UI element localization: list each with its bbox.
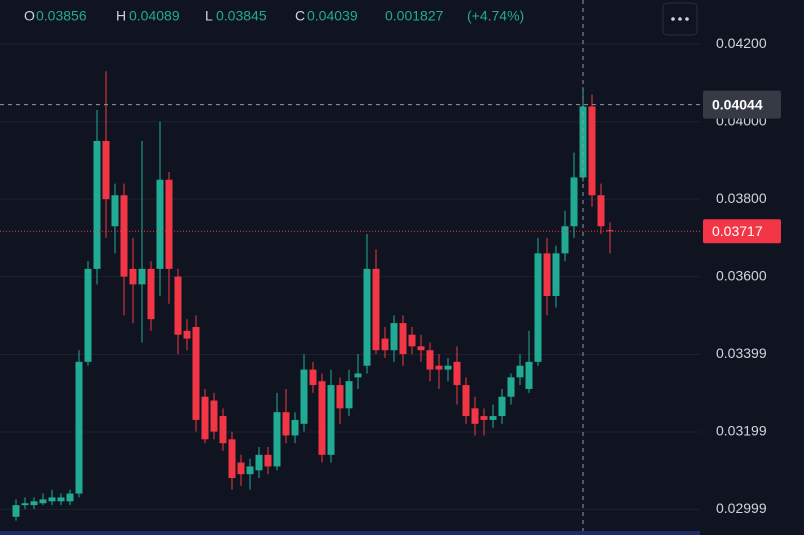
last-price-label: 0.03717 [712, 223, 763, 239]
y-tick-label: 0.03199 [716, 423, 767, 439]
candle-body [390, 323, 398, 351]
candle-body [183, 330, 191, 339]
candle-body [552, 253, 560, 296]
crosshair-price-box [703, 90, 781, 119]
candle-body [120, 195, 128, 277]
candle-body [426, 350, 434, 370]
y-tick-label: 0.03600 [716, 267, 767, 283]
candle-body [291, 419, 299, 436]
candle-body [570, 177, 578, 227]
more-button[interactable] [662, 2, 698, 36]
candle-body [597, 195, 605, 227]
bottom-bar [0, 531, 700, 535]
candle-body [318, 381, 326, 455]
close-value: 0.04039 [307, 8, 358, 24]
candle-body [453, 361, 461, 386]
candle-body [39, 499, 47, 504]
crosshair-price-label: 0.04044 [712, 96, 763, 112]
low-label: L [205, 8, 213, 24]
candle-body [534, 253, 542, 362]
candle-body [498, 396, 506, 417]
candle-body [516, 365, 524, 378]
candle-body [48, 497, 56, 502]
candle-body [543, 253, 551, 296]
low-value: 0.03845 [216, 8, 267, 24]
candle-body [489, 416, 497, 420]
high-label: H [116, 8, 126, 24]
dot [678, 17, 682, 21]
candle-body [462, 385, 470, 417]
candle-body [219, 416, 227, 444]
candle-body [30, 501, 38, 506]
dot [685, 17, 689, 21]
y-tick-label: 0.02999 [716, 500, 767, 516]
candle-body [273, 412, 281, 467]
candle-body [606, 230, 614, 232]
candle-body [156, 179, 164, 269]
y-tick-label: 0.03800 [716, 190, 767, 206]
candle-body [228, 439, 236, 479]
candle-body [210, 400, 218, 432]
candle-body [246, 466, 254, 475]
candle-body [327, 385, 335, 455]
candle-body [561, 226, 569, 254]
candle-body [255, 454, 263, 471]
candle-body [309, 369, 317, 386]
candle-body [363, 268, 371, 366]
candle-body [354, 373, 362, 378]
last-price-box [703, 219, 781, 244]
y-tick-label: 0.04200 [716, 35, 767, 51]
change-value: 0.001827 [385, 8, 444, 24]
overlay: 0.03717 0.04044 [0, 90, 781, 244]
candle-body [579, 106, 587, 178]
header: O 0.03856 H 0.04089 L 0.03845 C 0.04039 … [24, 8, 524, 24]
candle-body [435, 365, 443, 370]
open-label: O [24, 8, 35, 24]
candle-body [93, 141, 101, 269]
candle-body [408, 334, 416, 347]
candle-body [75, 361, 83, 494]
candle-body [147, 268, 155, 320]
candle-body [588, 106, 596, 196]
candle-body [417, 346, 425, 351]
candle-body [111, 195, 119, 227]
candle-body [525, 361, 533, 389]
candle-body [237, 462, 245, 475]
high-value: 0.04089 [129, 8, 180, 24]
candle-body [480, 416, 488, 420]
candle-body [282, 412, 290, 436]
candle-body [192, 326, 200, 420]
candle-body [345, 381, 353, 409]
grid: 0.042000.040000.038000.036000.033990.031… [0, 35, 767, 516]
open-value: 0.03856 [36, 8, 87, 24]
candles [12, 71, 614, 521]
candle-body [444, 365, 452, 370]
candle-body [201, 396, 209, 440]
candle-body [336, 385, 344, 409]
candle-body [129, 268, 137, 285]
candle-body [57, 497, 65, 502]
candle-body [264, 454, 272, 467]
candle-body [21, 503, 29, 506]
change-percent: (+4.74%) [467, 8, 524, 24]
candle-body [372, 268, 380, 351]
candle-body [507, 377, 515, 397]
candle-body [84, 268, 92, 362]
candle-body [12, 505, 20, 517]
dot [671, 17, 675, 21]
candle-body [381, 338, 389, 351]
candle-body [300, 369, 308, 424]
candle-body [66, 493, 74, 502]
y-tick-label: 0.03399 [716, 345, 767, 361]
candle-body [174, 276, 182, 335]
candle-body [102, 141, 110, 200]
candle-body [471, 408, 479, 424]
close-label: C [295, 8, 305, 24]
candle-body [399, 323, 407, 355]
candle-body [138, 268, 146, 285]
candle-body [165, 179, 173, 269]
